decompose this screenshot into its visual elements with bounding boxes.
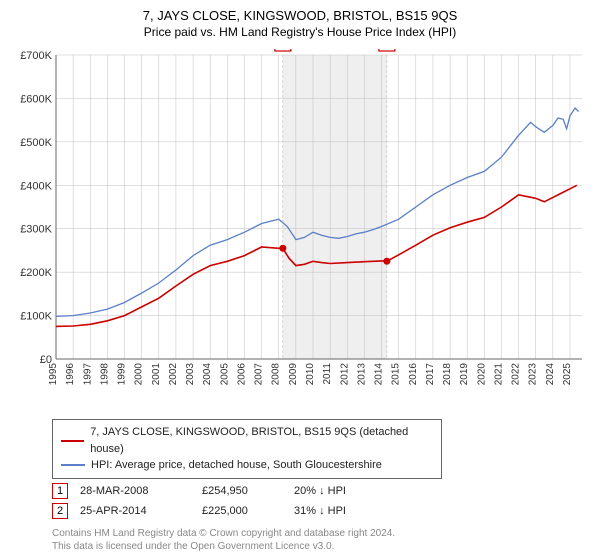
svg-text:1996: 1996 bbox=[65, 363, 76, 386]
svg-text:2007: 2007 bbox=[254, 363, 265, 386]
svg-text:£200K: £200K bbox=[20, 267, 52, 279]
svg-text:£300K: £300K bbox=[20, 224, 52, 236]
svg-text:2016: 2016 bbox=[408, 363, 419, 386]
svg-text:2000: 2000 bbox=[134, 363, 145, 386]
svg-text:2011: 2011 bbox=[322, 363, 333, 385]
svg-text:£500K: £500K bbox=[20, 137, 52, 149]
svg-text:2024: 2024 bbox=[545, 363, 556, 386]
svg-text:£100K: £100K bbox=[20, 311, 52, 323]
svg-text:2008: 2008 bbox=[271, 363, 282, 386]
legend-label: 7, JAYS CLOSE, KINGSWOOD, BRISTOL, BS15 … bbox=[90, 424, 433, 457]
svg-text:2: 2 bbox=[384, 49, 390, 50]
txn-delta: 20% ↓ HPI bbox=[294, 485, 346, 497]
legend-item-hpi: HPI: Average price, detached house, Sout… bbox=[61, 457, 433, 474]
svg-text:£700K: £700K bbox=[20, 50, 52, 62]
svg-text:2010: 2010 bbox=[305, 363, 316, 386]
txn-price: £225,000 bbox=[202, 505, 282, 517]
footnote-line: Contains HM Land Registry data © Crown c… bbox=[52, 527, 590, 540]
svg-text:2003: 2003 bbox=[185, 363, 196, 386]
svg-text:2014: 2014 bbox=[374, 363, 385, 386]
txn-price: £254,950 bbox=[202, 485, 282, 497]
legend-label: HPI: Average price, detached house, Sout… bbox=[91, 457, 382, 474]
transaction-row: 2 25-APR-2014 £225,000 31% ↓ HPI bbox=[52, 503, 590, 519]
svg-text:1997: 1997 bbox=[82, 363, 93, 386]
svg-text:2019: 2019 bbox=[459, 363, 470, 386]
svg-text:2012: 2012 bbox=[339, 363, 350, 386]
footnote-line: This data is licensed under the Open Gov… bbox=[52, 540, 590, 553]
legend-swatch bbox=[61, 440, 84, 442]
svg-text:2021: 2021 bbox=[493, 363, 504, 386]
txn-delta: 31% ↓ HPI bbox=[294, 505, 346, 517]
svg-text:2004: 2004 bbox=[202, 363, 213, 386]
svg-text:1999: 1999 bbox=[117, 363, 128, 386]
legend-item-subject: 7, JAYS CLOSE, KINGSWOOD, BRISTOL, BS15 … bbox=[61, 424, 433, 457]
price-chart: £0£100K£200K£300K£400K£500K£600K£700K199… bbox=[10, 49, 590, 409]
chart-svg: £0£100K£200K£300K£400K£500K£600K£700K199… bbox=[10, 49, 590, 409]
svg-text:2015: 2015 bbox=[391, 363, 402, 386]
svg-text:£600K: £600K bbox=[20, 93, 52, 105]
svg-text:1995: 1995 bbox=[48, 363, 59, 386]
transaction-row: 1 28-MAR-2008 £254,950 20% ↓ HPI bbox=[52, 483, 590, 499]
footnote: Contains HM Land Registry data © Crown c… bbox=[52, 527, 590, 553]
txn-date: 25-APR-2014 bbox=[80, 505, 190, 517]
svg-text:£400K: £400K bbox=[20, 180, 52, 192]
svg-text:2022: 2022 bbox=[511, 363, 522, 386]
txn-marker-2: 2 bbox=[52, 503, 68, 519]
svg-text:1: 1 bbox=[280, 49, 286, 50]
svg-text:2002: 2002 bbox=[168, 363, 179, 386]
txn-marker-1: 1 bbox=[52, 483, 68, 499]
svg-text:2013: 2013 bbox=[356, 363, 367, 386]
svg-text:1998: 1998 bbox=[99, 363, 110, 386]
svg-text:2005: 2005 bbox=[219, 363, 230, 386]
txn-date: 28-MAR-2008 bbox=[80, 485, 190, 497]
svg-text:2006: 2006 bbox=[236, 363, 247, 386]
legend-swatch bbox=[61, 464, 85, 466]
svg-text:2001: 2001 bbox=[151, 363, 162, 386]
legend: 7, JAYS CLOSE, KINGSWOOD, BRISTOL, BS15 … bbox=[52, 419, 442, 479]
svg-text:2025: 2025 bbox=[562, 363, 573, 386]
svg-text:2020: 2020 bbox=[476, 363, 487, 386]
svg-text:2009: 2009 bbox=[288, 363, 299, 386]
page-title: 7, JAYS CLOSE, KINGSWOOD, BRISTOL, BS15 … bbox=[10, 8, 590, 23]
svg-text:2018: 2018 bbox=[442, 363, 453, 386]
svg-text:2023: 2023 bbox=[528, 363, 539, 386]
page-subtitle: Price paid vs. HM Land Registry's House … bbox=[10, 25, 590, 39]
svg-text:2017: 2017 bbox=[425, 363, 436, 386]
